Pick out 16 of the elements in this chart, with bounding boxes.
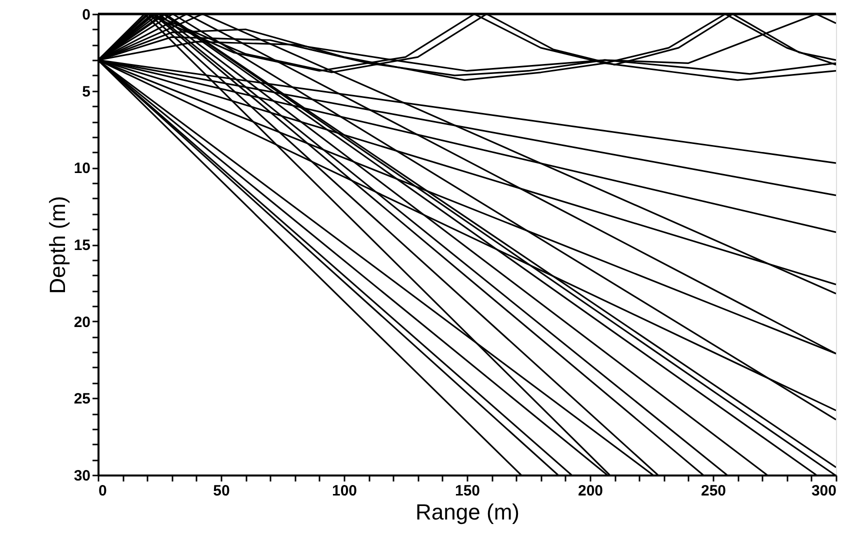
y-axis-title: Depth (m): [44, 196, 70, 294]
y-tick-label: 10: [74, 160, 90, 178]
y-tick-label: 20: [74, 314, 90, 331]
y-tick-label: 15: [74, 237, 90, 254]
y-tick-label: 30: [74, 468, 90, 484]
x-tick-label: 250: [700, 482, 726, 500]
x-tick-label: 100: [332, 482, 358, 500]
y-tick-label: 25: [74, 390, 90, 408]
x-tick-label: 300: [811, 482, 836, 500]
x-tick-label: 0: [98, 482, 107, 500]
x-tick-label: 50: [213, 482, 230, 500]
y-tick-label: 5: [82, 83, 90, 100]
y-tick-label: 0: [82, 6, 90, 24]
x-tick-label: 200: [578, 482, 604, 500]
x-tick-label: 150: [454, 482, 480, 500]
x-axis-title: Range (m): [416, 500, 520, 524]
